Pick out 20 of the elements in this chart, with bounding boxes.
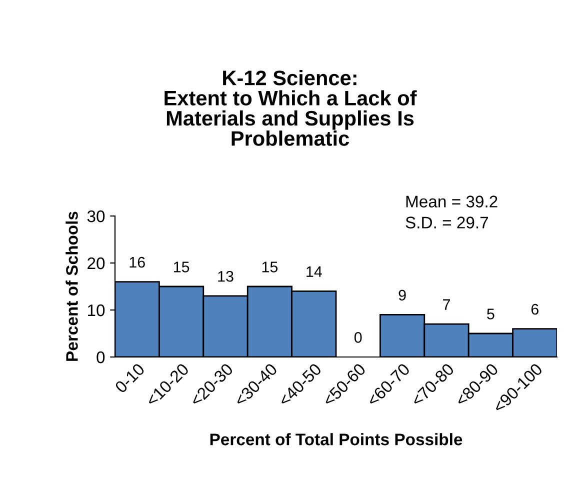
data-label: 7 xyxy=(443,299,450,310)
x-axis-title: Percent of Total Points Possible xyxy=(210,433,462,446)
data-label: 13 xyxy=(218,270,234,282)
data-label: 15 xyxy=(262,262,278,272)
annotation: S.D. = 29.7 xyxy=(406,216,488,228)
data-label: 9 xyxy=(398,290,406,301)
data-label: 15 xyxy=(174,262,190,272)
y-tick-label: 0 xyxy=(96,351,105,364)
y-axis-title: Percent of Schools xyxy=(66,212,78,361)
y-tick-label: 30 xyxy=(87,210,105,222)
text: Mean = 39.2 xyxy=(406,196,498,208)
x-tick-label: 0-10 xyxy=(114,362,146,394)
data-label: 5 xyxy=(487,308,494,320)
y-tick-label: 10 xyxy=(88,304,105,316)
data-label: 14 xyxy=(306,266,322,277)
data-label: 6 xyxy=(531,304,538,315)
data-label: 0 xyxy=(354,332,362,343)
y-tick-label: 20 xyxy=(88,257,105,270)
data-label: 16 xyxy=(130,256,145,268)
chart-title: K-12 Science: Extent to Which a Lack of Materials and Supplies Is Problematic xyxy=(164,70,417,146)
